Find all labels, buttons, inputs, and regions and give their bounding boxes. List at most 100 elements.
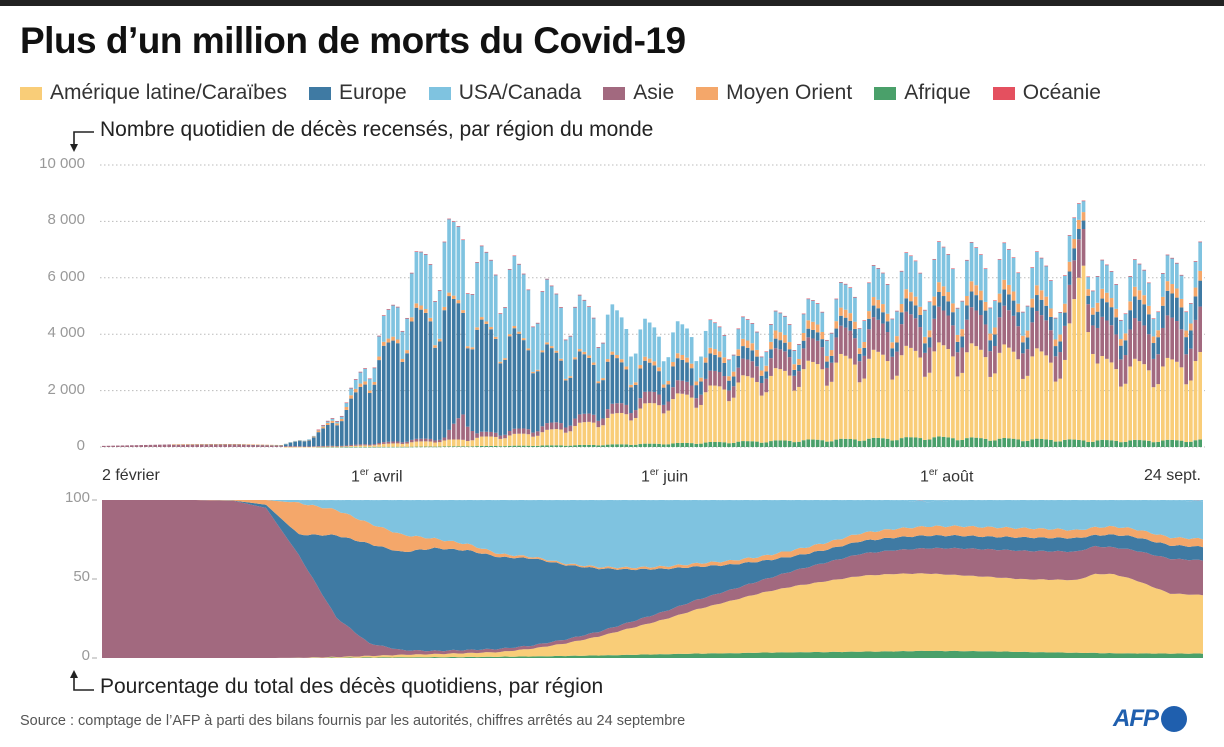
bar-segment-europe — [997, 302, 1002, 318]
bar-segment-moyen_orient — [610, 351, 615, 355]
bar-segment-oceanie — [1133, 259, 1137, 260]
bar-segment-asie — [960, 347, 965, 373]
bar-segment-asie — [521, 428, 526, 434]
bar-segment-asie — [1147, 334, 1151, 371]
bar-stack — [1077, 203, 1081, 447]
bar-segment-asie — [246, 444, 251, 447]
bar-segment-moyen_orient — [769, 341, 773, 350]
bar-segment-europe — [493, 338, 498, 433]
bar-segment-asie — [1170, 317, 1175, 360]
bar-segment-moyen_orient — [1049, 308, 1053, 317]
up-arrow-icon — [70, 670, 94, 691]
bar-segment-usa — [377, 335, 381, 357]
bar-stack — [232, 444, 237, 447]
bar-segment-europe — [433, 347, 437, 441]
bar-segment-afrique — [1086, 442, 1091, 447]
bar-segment-usa — [568, 335, 573, 377]
bar-segment-usa — [1021, 312, 1025, 336]
bar-segment-moyen_orient — [437, 338, 442, 342]
bar-segment-latam — [1039, 351, 1044, 439]
bar-segment-moyen_orient — [391, 336, 395, 341]
bar-segment-latam — [965, 352, 969, 439]
bar-segment-europe — [643, 360, 647, 392]
bar-segment-latam — [554, 429, 559, 446]
bar-stack — [563, 339, 568, 447]
bar-segment-latam — [801, 369, 806, 441]
bar-segment-latam — [643, 403, 647, 444]
bar-segment-usa — [1086, 276, 1091, 290]
bar-segment-usa — [624, 329, 629, 367]
bar-segment-oceanie — [1137, 263, 1142, 265]
bar-segment-europe — [638, 368, 643, 399]
bar-segment-europe — [750, 350, 755, 362]
bar-segment-europe — [307, 440, 311, 447]
bar-segment-europe — [951, 312, 955, 326]
bar-segment-europe — [549, 348, 554, 423]
bar-stack — [167, 444, 171, 447]
top-chart-label: Nombre quotidien de décès recensés, par … — [100, 118, 654, 141]
bar-segment-moyen_orient — [493, 336, 498, 339]
bar-segment-moyen_orient — [946, 292, 951, 302]
bar-segment-latam — [657, 405, 661, 444]
bar-segment-afrique — [423, 446, 428, 448]
bar-segment-usa — [1179, 274, 1184, 299]
bar-segment-afrique — [647, 443, 652, 447]
bar-segment-oceanie — [848, 287, 853, 288]
bar-segment-usa — [1119, 320, 1123, 340]
bar-segment-usa — [517, 263, 521, 332]
bar-segment-europe — [1100, 298, 1105, 317]
bar-segment-moyen_orient — [951, 303, 955, 313]
bar-segment-moyen_orient — [409, 317, 414, 322]
bar-segment-oceanie — [951, 268, 955, 270]
bar-segment-latam — [1095, 363, 1100, 441]
bar-stack — [447, 218, 451, 447]
bar-segment-usa — [1175, 262, 1179, 289]
bar-segment-moyen_orient — [815, 324, 820, 333]
bar-segment-moyen_orient — [680, 355, 685, 360]
bar-stack — [965, 259, 969, 447]
bar-stack — [302, 440, 307, 448]
bar-segment-moyen_orient — [890, 342, 895, 349]
bar-segment-europe — [456, 303, 461, 419]
bar-segment-latam — [311, 446, 316, 448]
bar-segment-asie — [769, 358, 773, 376]
bar-stack — [237, 444, 241, 447]
bar-segment-usa — [601, 342, 605, 379]
bar-segment-afrique — [993, 440, 997, 447]
bar-segment-usa — [554, 293, 559, 351]
bar-segment-moyen_orient — [993, 327, 997, 335]
bar-segment-usa — [895, 311, 899, 337]
bar-segment-oceanie — [713, 322, 717, 324]
bar-segment-usa — [759, 356, 764, 371]
bar-segment-usa — [325, 420, 330, 423]
bar-stack — [867, 282, 871, 447]
bar-segment-moyen_orient — [181, 444, 185, 445]
bar-segment-europe — [582, 354, 587, 414]
bar-segment-moyen_orient — [1025, 330, 1030, 338]
bar-segment-latam — [713, 385, 717, 442]
bar-segment-europe — [1105, 302, 1109, 321]
bar-segment-moyen_orient — [535, 369, 540, 372]
bar-segment-europe — [899, 312, 904, 325]
bar-segment-afrique — [1025, 440, 1030, 447]
bar-segment-europe — [531, 373, 535, 433]
bar-segment-asie — [1109, 325, 1114, 363]
bar-segment-europe — [1007, 294, 1011, 311]
bar-segment-afrique — [498, 446, 503, 447]
bar-segment-usa — [1128, 276, 1133, 302]
bar-segment-moyen_orient — [787, 342, 792, 350]
bar-segment-europe — [377, 360, 381, 443]
bar-segment-oceanie — [545, 278, 549, 280]
bar-segment-europe — [727, 380, 731, 391]
bar-segment-asie — [423, 438, 428, 442]
bar-segment-usa — [1109, 271, 1114, 299]
bar-segment-asie — [456, 418, 461, 440]
bar-stack — [741, 316, 745, 447]
bar-segment-usa — [1165, 254, 1170, 282]
bar-segment-usa — [405, 318, 409, 351]
bar-segment-europe — [993, 334, 997, 346]
bar-stack — [601, 342, 605, 447]
bar-segment-moyen_orient — [699, 377, 703, 382]
bar-segment-moyen_orient — [489, 326, 493, 330]
bar-segment-europe — [1044, 305, 1049, 321]
